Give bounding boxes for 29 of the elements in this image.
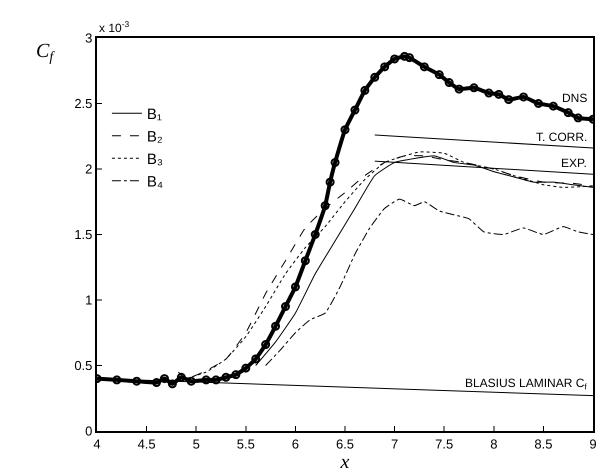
x-axis-title: x	[340, 451, 350, 473]
legend-label: B₃	[146, 151, 164, 168]
legend-label: B₄	[146, 174, 164, 191]
series-label: EXP.	[561, 156, 587, 170]
y-axis-title: C$_{f}$	[36, 40, 56, 66]
y-tick-label: 1.5	[74, 227, 92, 242]
legend-label: B₁	[146, 106, 162, 124]
y-tick-label: 2	[85, 162, 92, 177]
x-tick-label: 5.5	[236, 436, 255, 452]
y-tick-label: 3	[85, 30, 92, 46]
x-tick-label: 9	[589, 436, 597, 452]
y-tick-label: 0.5	[74, 358, 92, 374]
y-tick-label: 1	[85, 292, 92, 308]
legend-label: B₂	[146, 128, 163, 146]
y-tick-label: 0	[85, 424, 92, 439]
x-tick-label: 5	[192, 436, 200, 452]
x-tick-label: 8	[490, 436, 498, 452]
x-tick-label: 6.5	[336, 436, 354, 452]
x-tick-label: 4.5	[138, 436, 156, 452]
y-tick-label: 2.5	[74, 96, 92, 112]
series-label: DNS	[562, 91, 588, 105]
text: x 10$^{-3}$	[99, 19, 130, 36]
x-tick-label: 4	[93, 436, 101, 452]
series-label: BLASIUS LAMINAR C$_{f}$	[465, 376, 588, 392]
x-tick-label: 7	[390, 436, 398, 452]
x-tick-label: 7.5	[435, 436, 454, 452]
x-tick-label: 8.5	[534, 436, 552, 452]
x-tick-label: 6	[292, 436, 300, 452]
series-label: T. CORR.	[536, 130, 588, 144]
